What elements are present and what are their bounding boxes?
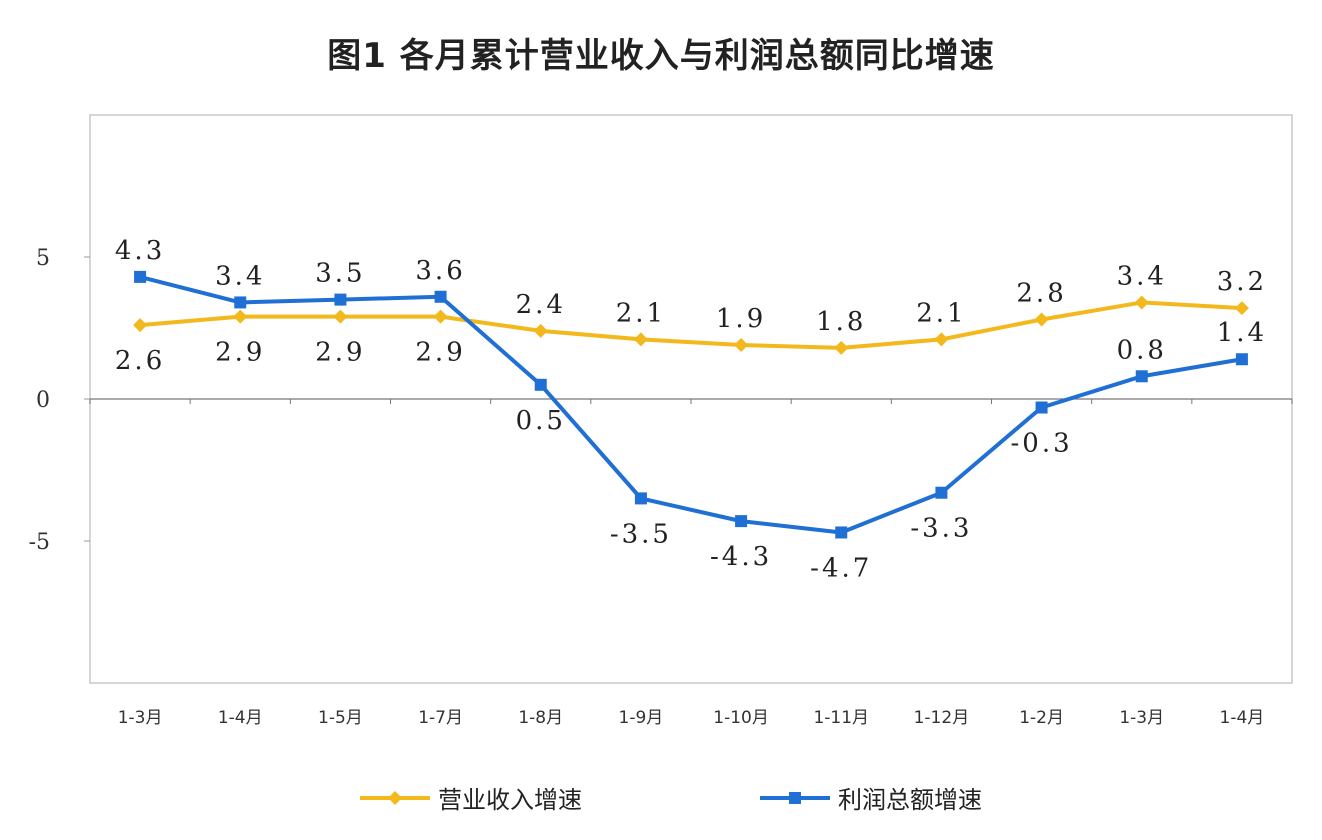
data-label-revenue: 2.1 [616,298,666,328]
x-tick-label: 1-12月 [914,708,970,728]
data-point-revenue [1234,301,1249,316]
data-point-revenue [934,332,949,347]
data-label-revenue: 3.2 [1217,267,1267,297]
data-label-profit: 0.5 [516,406,566,436]
data-label-revenue: 2.9 [415,338,465,368]
legend-revenue-icon [360,790,430,805]
data-label-revenue: 1.9 [716,304,766,334]
x-tick-label: 1-8月 [518,708,563,728]
series-line-revenue [139,300,1243,350]
data-label-revenue: 1.8 [816,307,866,337]
data-point-profit [534,378,547,391]
data-label-revenue: 2.6 [115,346,165,376]
x-tick-label: 1-4月 [1220,708,1265,728]
data-point-profit [1235,353,1248,366]
legend-item-profit: 利润总额增速 [760,780,982,815]
y-tick-label: 5 [36,246,50,271]
data-label-revenue: 3.4 [1117,261,1167,291]
x-tick-label: 1-9月 [619,708,664,728]
x-tick-label: 1-3月 [118,708,163,728]
x-tick-label: 1-5月 [318,708,363,728]
data-label-profit: 4.3 [115,236,165,266]
data-point-revenue [834,340,849,355]
data-label-revenue: 2.4 [516,290,566,320]
data-point-profit [735,515,748,528]
data-point-revenue [633,332,648,347]
x-tick-label: 1-3月 [1119,708,1164,728]
data-point-revenue [333,309,348,324]
data-point-profit [1135,370,1148,383]
data-point-profit [334,293,347,306]
data-point-revenue [734,338,749,353]
data-point-profit [634,492,647,505]
data-point-revenue [1034,312,1049,327]
data-label-profit: -3.3 [910,514,972,544]
y-tick-label: 0 [36,388,50,413]
series-line-profit [139,274,1243,535]
data-label-profit: -3.5 [610,519,672,549]
chart-title: 图1 各月累计营业收入与利润总额同比增速 [327,36,995,76]
data-label-revenue: 2.8 [1016,278,1066,308]
data-label-profit: -4.3 [710,542,772,572]
data-label-profit: -4.7 [810,553,872,583]
legend-profit-label: 利润总额增速 [838,786,982,814]
data-point-revenue [133,318,148,333]
data-point-profit [134,270,147,283]
data-label-profit: 3.6 [415,256,465,286]
data-label-revenue: 2.1 [916,298,966,328]
data-point-profit [935,486,948,499]
legend-item-revenue: 营业收入增速 [360,780,582,815]
data-label-profit: -0.3 [1011,429,1073,459]
data-point-revenue [433,309,448,324]
legend-profit-icon [760,791,830,804]
legend: 营业收入增速 利润总额增速 [0,780,1322,820]
data-point-profit [434,290,447,303]
data-label-profit: 1.4 [1217,318,1267,348]
x-tick-label: 1-4月 [218,708,263,728]
legend-revenue-label: 营业收入增速 [438,786,582,814]
data-point-profit [234,296,247,309]
x-tick-label: 1-11月 [813,708,869,728]
data-label-revenue: 2.9 [215,338,265,368]
data-label-profit: 3.5 [315,259,365,289]
data-label-profit: 0.8 [1117,335,1167,365]
data-label-revenue: 2.9 [315,338,365,368]
data-point-revenue [533,323,548,338]
data-point-profit [1035,401,1048,414]
data-point-revenue [1134,295,1149,310]
data-point-profit [835,526,848,539]
data-point-revenue [233,309,248,324]
x-tick-label: 1-10月 [713,708,769,728]
data-label-profit: 3.4 [215,261,265,291]
x-tick-label: 1-2月 [1019,708,1064,728]
x-tick-label: 1-7月 [418,708,463,728]
y-tick-label: -5 [29,530,50,555]
